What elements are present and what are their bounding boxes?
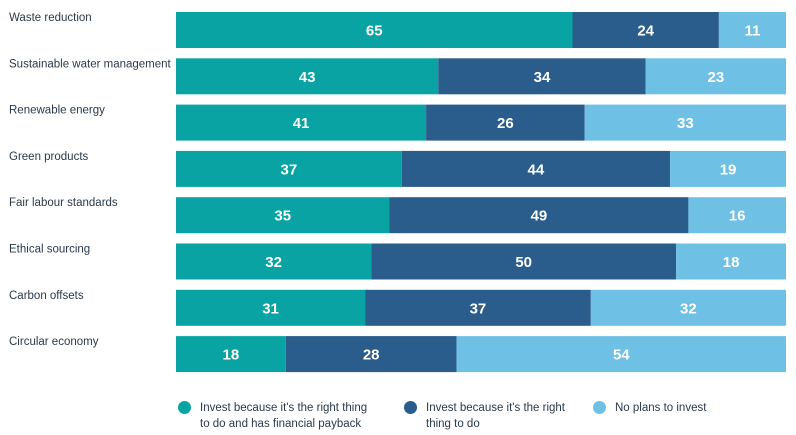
bar-green-products-series-2 <box>401 150 671 187</box>
bar-carbon-offsets-series-1 <box>176 289 366 326</box>
value-label-renewable-energy-series-3: 33 <box>677 115 694 132</box>
value-label-fair-labour-standards-series-2: 49 <box>531 208 548 225</box>
bar-ethical-sourcing-series-2 <box>371 243 677 280</box>
value-label-green-products-series-3: 19 <box>720 161 737 178</box>
value-label-waste-reduction-series-2: 24 <box>637 23 654 40</box>
bar-sustainable-water-management-series-1 <box>176 58 439 95</box>
category-label-carbon-offsets: Carbon offsets <box>9 290 84 302</box>
value-label-waste-reduction-series-3: 11 <box>745 23 761 40</box>
bar-ethical-sourcing-series-1 <box>176 243 372 280</box>
legend-label-financial-payback: Invest because it's the right thing to d… <box>200 402 368 430</box>
bar-sustainable-water-management-series-2 <box>438 58 646 95</box>
bar-renewable-energy-series-3 <box>584 104 786 141</box>
stacked-bar-chart: Waste reduction 65 24 11 Sustainable water m… <box>9 12 786 373</box>
legend-swatch-right-thing <box>404 401 417 414</box>
legend-swatch-financial-payback <box>178 401 191 414</box>
category-label-fair-labour-standards: Fair labour standards <box>9 197 118 209</box>
value-label-fair-labour-standards-series-3: 16 <box>729 208 746 225</box>
legend-swatch-no-plans <box>593 401 606 414</box>
value-label-circular-economy-series-2: 28 <box>363 347 380 364</box>
value-label-carbon-offsets-series-3: 32 <box>680 300 697 317</box>
category-label-renewable-energy: Renewable energy <box>9 105 105 117</box>
bar-green-products-series-1 <box>176 150 402 187</box>
legend-label-right-thing: Invest because it's the right thing to d… <box>426 402 565 430</box>
value-label-circular-economy-series-1: 18 <box>223 347 240 364</box>
legend-label-no-plans: No plans to invest <box>615 402 707 414</box>
value-label-renewable-energy-series-2: 26 <box>497 115 514 132</box>
bar-fair-labour-standards-series-3 <box>688 197 786 234</box>
value-label-waste-reduction-series-1: 65 <box>366 23 383 40</box>
bar-circular-economy-series-3 <box>456 336 786 373</box>
value-label-sustainable-water-management-series-3: 23 <box>708 69 725 86</box>
value-label-sustainable-water-management-series-1: 43 <box>299 69 316 86</box>
value-label-green-products-series-1: 37 <box>281 161 298 178</box>
bar-waste-reduction-series-1 <box>176 12 573 48</box>
bar-sustainable-water-management-series-3 <box>645 58 786 95</box>
bar-renewable-energy-series-2 <box>426 104 585 141</box>
bar-green-products-series-3 <box>670 150 786 187</box>
value-label-carbon-offsets-series-1: 31 <box>262 300 279 317</box>
value-label-ethical-sourcing-series-3: 18 <box>723 254 740 271</box>
bar-carbon-offsets-series-3 <box>590 289 786 326</box>
category-label-waste-reduction: Waste reduction <box>9 12 92 24</box>
bar-renewable-energy-series-1 <box>176 104 427 141</box>
value-label-renewable-energy-series-1: 41 <box>293 115 310 132</box>
bar-waste-reduction-series-2 <box>572 12 719 48</box>
legend-item-right-thing: Invest because it's the right thing to d… <box>404 400 576 432</box>
category-label-green-products: Green products <box>9 151 89 163</box>
value-label-carbon-offsets-series-2: 37 <box>470 300 487 317</box>
legend-item-financial-payback: Invest because it's the right thing to d… <box>178 400 375 432</box>
value-label-ethical-sourcing-series-2: 50 <box>515 254 532 271</box>
category-label-ethical-sourcing: Ethical sourcing <box>9 244 90 256</box>
bar-fair-labour-standards-series-2 <box>389 197 689 234</box>
category-label-circular-economy: Circular economy <box>9 336 99 348</box>
legend-item-no-plans: No plans to invest <box>593 400 775 416</box>
bar-carbon-offsets-series-2 <box>365 289 591 326</box>
legend: Invest because it's the right thing to d… <box>0 396 796 435</box>
value-label-green-products-series-2: 44 <box>528 161 545 178</box>
value-label-circular-economy-series-3: 54 <box>613 347 630 364</box>
bar-circular-economy-series-2 <box>285 336 457 373</box>
bar-ethical-sourcing-series-3 <box>676 243 786 280</box>
value-label-fair-labour-standards-series-1: 35 <box>274 208 291 225</box>
value-label-sustainable-water-management-series-2: 34 <box>534 69 551 86</box>
bar-fair-labour-standards-series-1 <box>176 197 390 234</box>
bar-waste-reduction-series-3 <box>718 12 786 48</box>
value-label-ethical-sourcing-series-1: 32 <box>265 254 282 271</box>
bar-circular-economy-series-1 <box>176 336 286 373</box>
category-label-sustainable-water-management: Sustainable water management <box>9 58 172 70</box>
